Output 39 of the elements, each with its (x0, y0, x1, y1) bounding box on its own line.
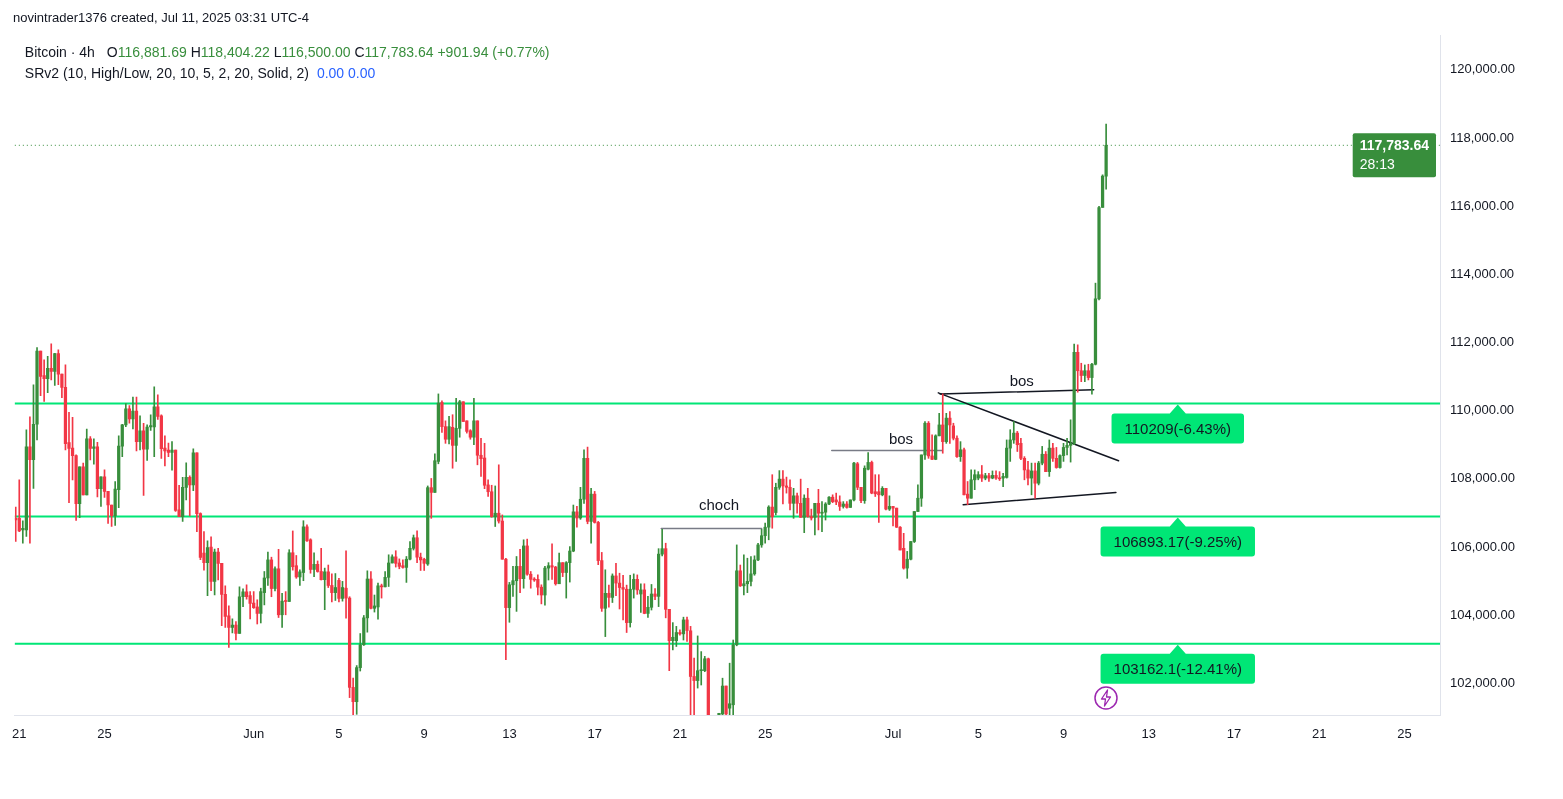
y-tick-label: 102,000.00 (1450, 674, 1516, 690)
x-tick-label: 25 (757, 726, 773, 742)
ref-line-label: 103162.1(-12.41%) (1113, 659, 1242, 677)
x-tick-label: 25 (97, 726, 112, 742)
y-tick-label: 120,000.00 (1450, 61, 1516, 77)
x-tick-label: 5 (335, 726, 343, 742)
x-tick-label: 17 (1226, 726, 1242, 742)
x-tick-label: 17 (587, 726, 602, 742)
y-tick-label: 116,000.00 (1450, 197, 1515, 213)
x-tick-label: 13 (502, 726, 517, 742)
x-tick-label: Jul (884, 726, 902, 742)
annotation: 0.00 0.00 (316, 64, 376, 81)
ref-line-label: 117,783.64 (1359, 137, 1430, 154)
y-tick-label: 112,000.00 (1450, 334, 1515, 350)
x-tick-label: 9 (420, 726, 428, 742)
y-tick-label: 110,000.00 (1450, 402, 1515, 418)
annotation: SRv2 (10, High/Low, 20, 10, 5, 2, 20, Solid, 2) (24, 64, 309, 81)
annotation: bos (888, 430, 914, 448)
y-tick-label: 114,000.00 (1450, 265, 1515, 281)
annotation: choch (698, 496, 739, 514)
text: O116,881.69 H118,404.22 L116,500.00 C117,783.64 +901.94 (+0.77%) (106, 43, 550, 60)
x-tick-label: 21 (12, 726, 27, 742)
y-tick-label: 104,000.00 (1450, 606, 1516, 622)
x-tick-label: Jun (243, 726, 265, 742)
x-tick-label: 25 (1397, 726, 1412, 742)
x-tick-label: 21 (1312, 726, 1327, 742)
x-tick-label: 9 (1059, 726, 1068, 742)
y-tick-label: 118,000.00 (1450, 129, 1515, 145)
annotation: bos (1009, 371, 1034, 389)
x-tick-label: 21 (672, 726, 688, 742)
text: novintrader1376 created, Jul 11, 2025 03:31 UTC-4 (13, 9, 310, 25)
y-tick-label: 108,000.00 (1450, 470, 1516, 486)
text: Bitcoin · 4h (24, 43, 95, 60)
ref-line-label: 110209(-6.43%) (1124, 419, 1231, 437)
annotation: 28:13 (1359, 156, 1395, 173)
ref-line-label: 106893.17(-9.25%) (1113, 532, 1242, 550)
y-tick-label: 106,000.00 (1450, 538, 1516, 554)
x-tick-label: 5 (974, 726, 982, 742)
x-tick-label: 13 (1141, 726, 1156, 742)
